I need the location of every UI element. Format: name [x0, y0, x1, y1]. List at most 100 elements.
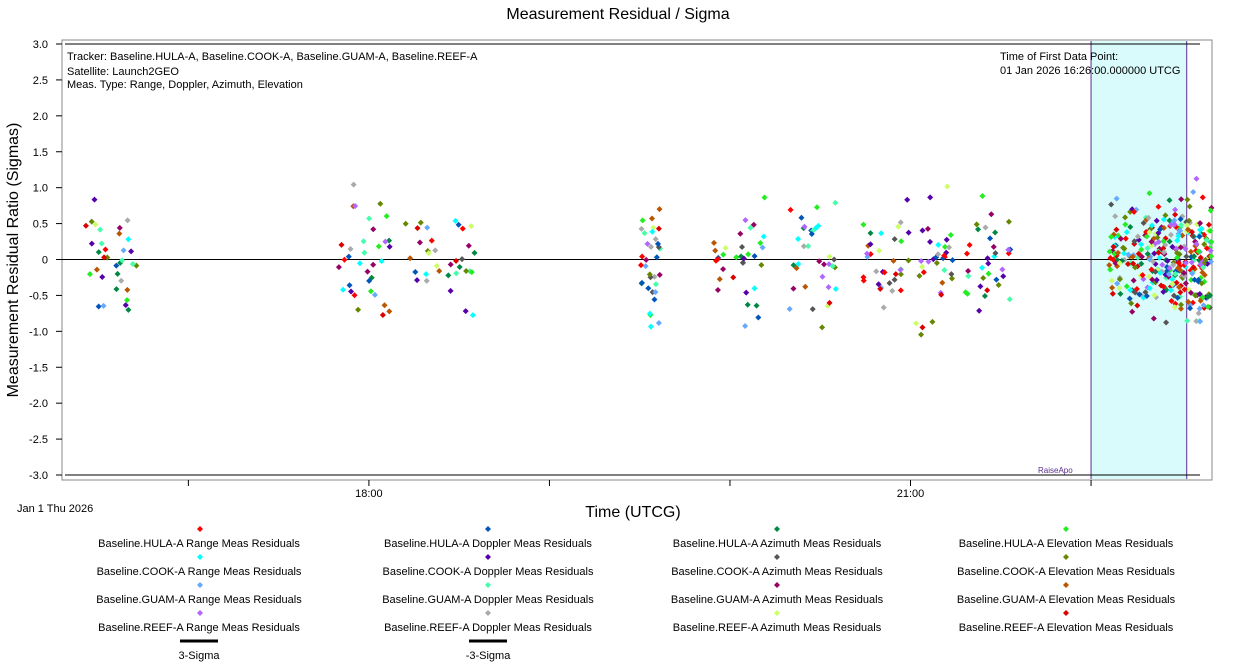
residual-point [1149, 276, 1156, 283]
residual-point [97, 226, 104, 233]
legend-marker [774, 554, 780, 560]
residual-point [88, 218, 95, 225]
residual-point [742, 323, 749, 330]
residual-point [655, 319, 662, 326]
residual-point [1116, 260, 1123, 267]
residual-point [445, 272, 452, 279]
residual-point [819, 324, 826, 331]
reference-lines [62, 43, 1212, 476]
residual-point [641, 230, 648, 237]
residual-point [999, 266, 1006, 273]
residual-point [943, 236, 950, 243]
residual-point [1187, 289, 1194, 296]
residual-point [730, 274, 737, 281]
residual-point [356, 260, 363, 267]
residual-point [944, 183, 951, 190]
residual-point [1160, 288, 1167, 295]
residual-point [370, 226, 377, 233]
residual-point [1160, 216, 1167, 223]
residual-point [452, 217, 459, 224]
legend-label: Baseline.COOK-A Azimuth Meas Residuals [671, 566, 883, 578]
residual-point [1197, 318, 1204, 325]
residual-point [637, 262, 644, 269]
residual-point [898, 238, 905, 245]
residual-point [1189, 270, 1196, 277]
residual-point [1142, 289, 1149, 296]
residual-point [377, 200, 384, 207]
residual-point [1181, 286, 1188, 293]
residual-point [935, 241, 942, 248]
residual-point [743, 289, 750, 296]
residual-point [1113, 195, 1120, 202]
residual-point [370, 261, 377, 268]
residual-point [646, 310, 653, 317]
residual-point [733, 254, 740, 261]
residual-point [122, 302, 129, 309]
residual-point [455, 221, 462, 228]
residual-point [463, 267, 470, 274]
residual-point [920, 269, 927, 276]
residual-point [1208, 253, 1215, 260]
residual-point [1131, 208, 1138, 215]
y-tick-label: 0.5 [33, 219, 48, 231]
legend-label: Baseline.REEF-A Azimuth Meas Residuals [673, 622, 882, 634]
residual-point [1180, 269, 1187, 276]
residual-point [1127, 286, 1134, 293]
residual-point [946, 244, 953, 251]
residual-point [864, 253, 871, 260]
residual-point [1138, 253, 1145, 260]
y-tick-label: 0 [42, 255, 48, 267]
residual-point [941, 267, 948, 274]
y-tick-label: -0.5 [29, 290, 48, 302]
y-tick-label: -2.0 [29, 398, 48, 410]
residual-point [1140, 276, 1147, 283]
residual-point [1144, 245, 1151, 252]
legend-marker [1063, 554, 1069, 560]
residual-point [802, 283, 809, 290]
residual-point [1188, 276, 1195, 283]
residual-point [1185, 298, 1192, 305]
x-tick-label: 18:00 [355, 488, 383, 500]
residual-point [757, 240, 764, 247]
residual-point [1005, 250, 1012, 257]
residual-point [1131, 238, 1138, 245]
residual-point [1197, 220, 1204, 227]
y-tick-label: 1.0 [33, 183, 48, 195]
residual-point [1150, 315, 1157, 322]
residual-point [714, 256, 721, 263]
residual-point [1152, 268, 1159, 275]
residual-point [346, 282, 353, 289]
residual-point [1169, 280, 1176, 287]
residual-point [1202, 256, 1209, 263]
residual-point [918, 331, 925, 338]
residual-point [751, 253, 758, 260]
residual-point [878, 230, 885, 237]
residual-point [1156, 254, 1163, 261]
residual-point [1005, 218, 1012, 225]
residual-point [95, 303, 102, 310]
residual-point [891, 276, 898, 283]
residual-point [895, 223, 902, 230]
residual-point [639, 217, 646, 224]
residual-point [639, 253, 646, 260]
residual-point [468, 223, 475, 230]
residual-point [813, 204, 820, 211]
residual-point [935, 251, 942, 258]
residual-point [645, 285, 652, 292]
legend-marker [774, 526, 780, 532]
residual-point [1203, 245, 1210, 252]
residual-point [651, 273, 658, 280]
residual-point [402, 220, 409, 227]
y-tick-label: 2.0 [33, 111, 48, 123]
residual-point [949, 257, 956, 264]
legend-marker [485, 526, 491, 532]
residual-point [1203, 236, 1210, 243]
residual-point [1193, 318, 1200, 325]
residual-point [352, 202, 359, 209]
residual-point [1201, 231, 1208, 238]
residual-point [1178, 305, 1185, 312]
residual-point [1148, 242, 1155, 249]
residual-point [1193, 175, 1200, 182]
residual-point [347, 246, 354, 253]
residual-point [984, 287, 991, 294]
